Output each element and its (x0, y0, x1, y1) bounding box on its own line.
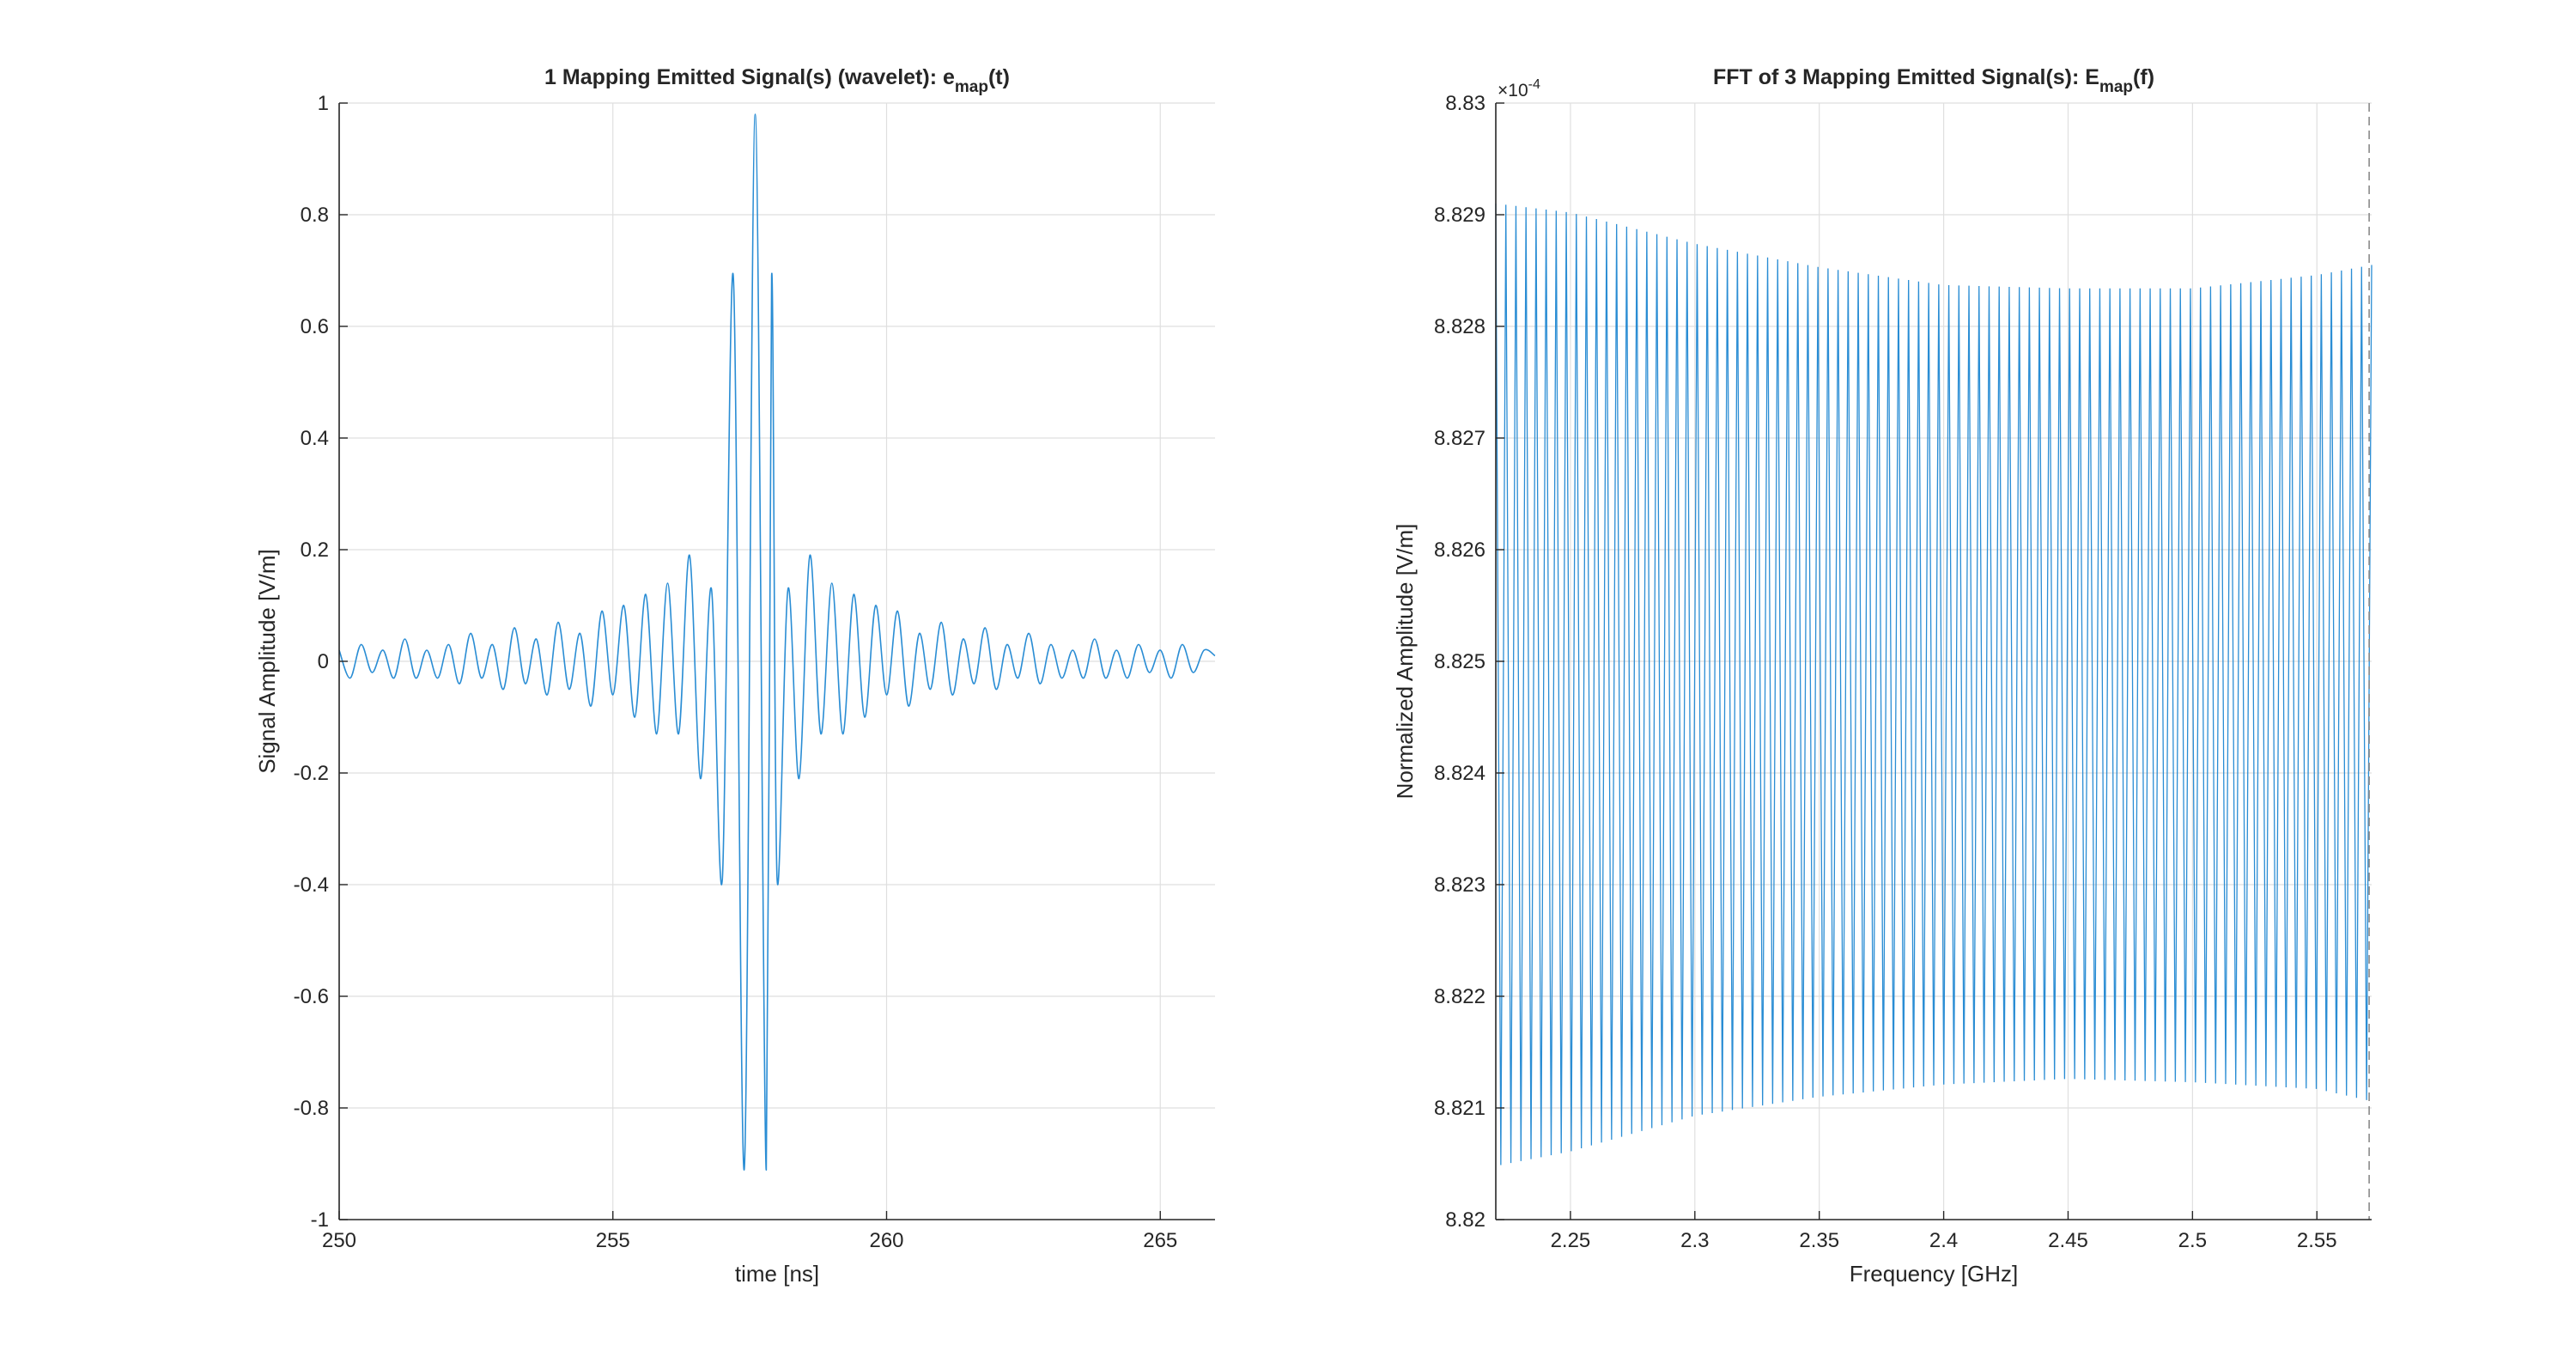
wavelet-y-tick-label-1: -0.8 (294, 1097, 329, 1120)
fft-x-tick-label-2: 2.35 (1799, 1229, 1839, 1252)
fft-y-tick-label-1: 8.821 (1434, 1097, 1485, 1120)
wavelet-x-axis-label: time [ns] (735, 1261, 819, 1287)
wavelet-y-tick-label-10: 1 (318, 92, 329, 115)
fft-ticks: 2.25 2.3 2.35 2.4 2.45 2.5 2.55 8.82 8.821 8.822 8… (1434, 92, 2372, 1252)
fft-x-tick-label-3: 2.4 (1929, 1229, 1958, 1252)
fft-x-axis-label: Frequency [GHz] (1850, 1261, 2019, 1287)
wavelet-x-tick-label-3: 265 (1143, 1229, 1177, 1252)
fft-y-tick-label-10: 8.83 (1445, 92, 1485, 115)
fft-x-tick-label-5: 2.5 (2178, 1229, 2207, 1252)
wavelet-x-tick-label-1: 255 (596, 1229, 630, 1252)
wavelet-chart: 250 255 260 265 -1 -0.8 -0.6 -0.4 -0.2 0 0.2 0.4 0.6… (254, 65, 1216, 1287)
fft-y-exponent-label: ×10-4 (1498, 77, 1540, 100)
wavelet-x-tick-label-0: 250 (322, 1229, 356, 1252)
fft-series-line (1495, 203, 2372, 1165)
wavelet-y-tick-label-4: -0.2 (294, 762, 329, 785)
fft-title: FFT of 3 Mapping Emitted Signal(s): Emap… (1713, 65, 2154, 96)
wavelet-series-line (338, 113, 1216, 1171)
fft-y-tick-label-6: 8.826 (1434, 539, 1485, 562)
wavelet-y-tick-label-6: 0.2 (301, 539, 329, 562)
wavelet-y-tick-label-8: 0.6 (301, 315, 329, 338)
fft-y-tick-label-5: 8.825 (1434, 650, 1485, 673)
fft-y-tick-label-8: 8.828 (1434, 315, 1485, 338)
fft-y-tick-label-4: 8.824 (1434, 762, 1485, 785)
fft-x-tick-label-6: 2.55 (2297, 1229, 2337, 1252)
wavelet-y-tick-label-7: 0.4 (301, 427, 329, 450)
wavelet-title: 1 Mapping Emitted Signal(s) (wavelet): e… (544, 65, 1010, 96)
fft-chart: 2.25 2.3 2.35 2.4 2.45 2.5 2.55 8.82 8.821 8.822 8… (1392, 65, 2372, 1287)
wavelet-x-tick-label-2: 260 (869, 1229, 903, 1252)
wavelet-y-tick-label-3: -0.4 (294, 873, 329, 897)
wavelet-y-axis-label: Signal Amplitude [V/m] (254, 549, 280, 774)
fft-y-tick-label-9: 8.829 (1434, 204, 1485, 227)
wavelet-y-tick-label-0: -1 (311, 1208, 329, 1232)
wavelet-y-tick-label-5: 0 (318, 650, 329, 673)
wavelet-y-tick-label-2: -0.6 (294, 985, 329, 1008)
fft-y-tick-label-7: 8.827 (1434, 427, 1485, 450)
fft-y-axis-label: Normalized Amplitude [V/m] (1392, 524, 1418, 800)
fft-y-tick-label-2: 8.822 (1434, 985, 1485, 1008)
fft-y-tick-label-3: 8.823 (1434, 873, 1485, 897)
fft-x-tick-label-1: 2.3 (1680, 1229, 1709, 1252)
fft-x-tick-label-0: 2.25 (1551, 1229, 1591, 1252)
wavelet-y-tick-label-9: 0.8 (301, 204, 329, 227)
fft-x-tick-label-4: 2.45 (2048, 1229, 2088, 1252)
wavelet-ticks: 250 255 260 265 -1 -0.8 -0.6 -0.4 -0.2 0 0.2 0.4 0.6… (294, 92, 1215, 1252)
fft-y-tick-label-0: 8.82 (1445, 1208, 1485, 1232)
